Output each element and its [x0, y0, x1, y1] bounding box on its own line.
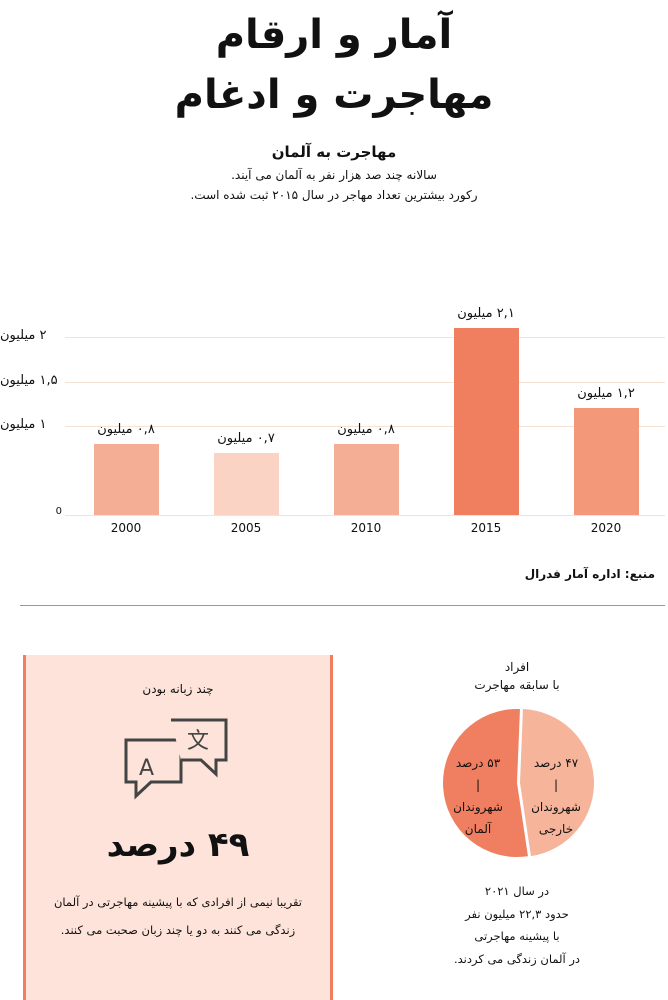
- pie-label: خارجی: [538, 822, 574, 836]
- pie-label: شهروندان: [531, 800, 581, 814]
- x-tick-label: 2015: [470, 521, 502, 535]
- chart-title: مهاجرت به آلمان: [271, 143, 397, 161]
- data-label: ۱,۲ میلیون: [577, 386, 635, 402]
- x-tick-label: 2020: [590, 521, 622, 535]
- multilingual-box: چند زبانه بودن A 文 ۴۹ درصد تقریبا نیمی ا…: [23, 655, 333, 1000]
- pie-pct: ۴۷ درصد: [533, 756, 579, 770]
- y-tick-label: ۱ میلیون: [0, 417, 47, 432]
- multilingual-percent: ۴۹ درصد: [106, 825, 250, 865]
- chart-subtitle-2: رکورد بیشترین تعداد مهاجر در سال ۲۰۱۵ ثب…: [190, 188, 478, 202]
- svg-text:A: A: [139, 756, 154, 781]
- pie-footer-line: حدود ۲۲,۳ میلیون نفر: [465, 906, 569, 921]
- divider: [20, 605, 665, 606]
- bar-2005: [214, 452, 279, 515]
- multilingual-heading: چند زبانه بودن: [142, 682, 214, 696]
- gridline: [65, 381, 665, 383]
- data-label: ۰,۷ میلیون: [217, 430, 275, 446]
- pie-slice-53: [443, 709, 528, 857]
- gridline: [65, 515, 665, 516]
- multilingual-text-2: زندگی می کنند به دو یا چند زبان صحبت می …: [60, 923, 296, 937]
- pie-label: آلمان: [464, 822, 492, 836]
- title-line-2: مهاجرت و ادغام: [174, 72, 494, 118]
- gridline: [65, 337, 665, 338]
- y-tick-label: ۲ میلیون: [0, 328, 47, 343]
- bar-2010: [334, 443, 399, 515]
- bar-chart: 0 ۱ میلیون ۱,۵ میلیون ۲ میلیون ۰,۸ میلیون 200…: [0, 306, 665, 535]
- pie-footer-line: با پیشینه مهاجرتی: [474, 929, 560, 943]
- pie-footer: در سال ۲۰۲۱ حدود ۲۲,۳ میلیون نفر با پیشی…: [417, 880, 617, 970]
- multilingual-text-1: تقریبا نیمی از افرادی که با پیشینه مهاجر…: [53, 895, 302, 909]
- pie-slice-47: [520, 709, 594, 857]
- title-line-1: آمار و ارقام: [215, 12, 453, 58]
- sep: |: [553, 778, 559, 792]
- y-tick-label: 0: [55, 506, 62, 517]
- source-note: منبع: اداره آمار فدرال: [524, 567, 655, 581]
- chart-subtitle-1: سالانه چند صد هزار نفر به آلمان می آیند.: [231, 168, 437, 182]
- translate-icon: A 文: [124, 718, 228, 800]
- bar-2000: [94, 443, 159, 515]
- pie-footer-line: در آلمان زندگی می کردند.: [453, 951, 581, 966]
- pie-chart: [443, 709, 594, 857]
- gridline: [65, 426, 665, 427]
- x-tick-label: 2000: [110, 521, 142, 535]
- pie-label: شهروندان: [453, 800, 503, 814]
- data-label: ۰,۸ میلیون: [337, 421, 395, 437]
- y-tick-label: ۱,۵ میلیون: [0, 372, 58, 388]
- data-label: ۲,۱ میلیون: [457, 306, 515, 322]
- pie-label-foreign: ۴۷ درصد | شهروندان خارجی: [518, 752, 594, 840]
- sep: |: [475, 778, 481, 792]
- x-tick-label: 2010: [350, 521, 382, 535]
- pie-label-german: ۵۳ درصد | شهروندان آلمان: [440, 752, 516, 840]
- data-label: ۰,۸ میلیون: [97, 421, 155, 437]
- pie-pct: ۵۳ درصد: [455, 756, 501, 770]
- bar-2015: [454, 328, 519, 515]
- bar-2020: [574, 408, 639, 515]
- pie-title-2: با سابقه مهاجرت: [474, 678, 560, 692]
- svg-text:文: 文: [187, 729, 209, 754]
- pie-title-1: افراد: [504, 660, 530, 674]
- x-tick-label: 2005: [230, 521, 262, 535]
- pie-footer-line: در سال ۲۰۲۱: [484, 884, 550, 898]
